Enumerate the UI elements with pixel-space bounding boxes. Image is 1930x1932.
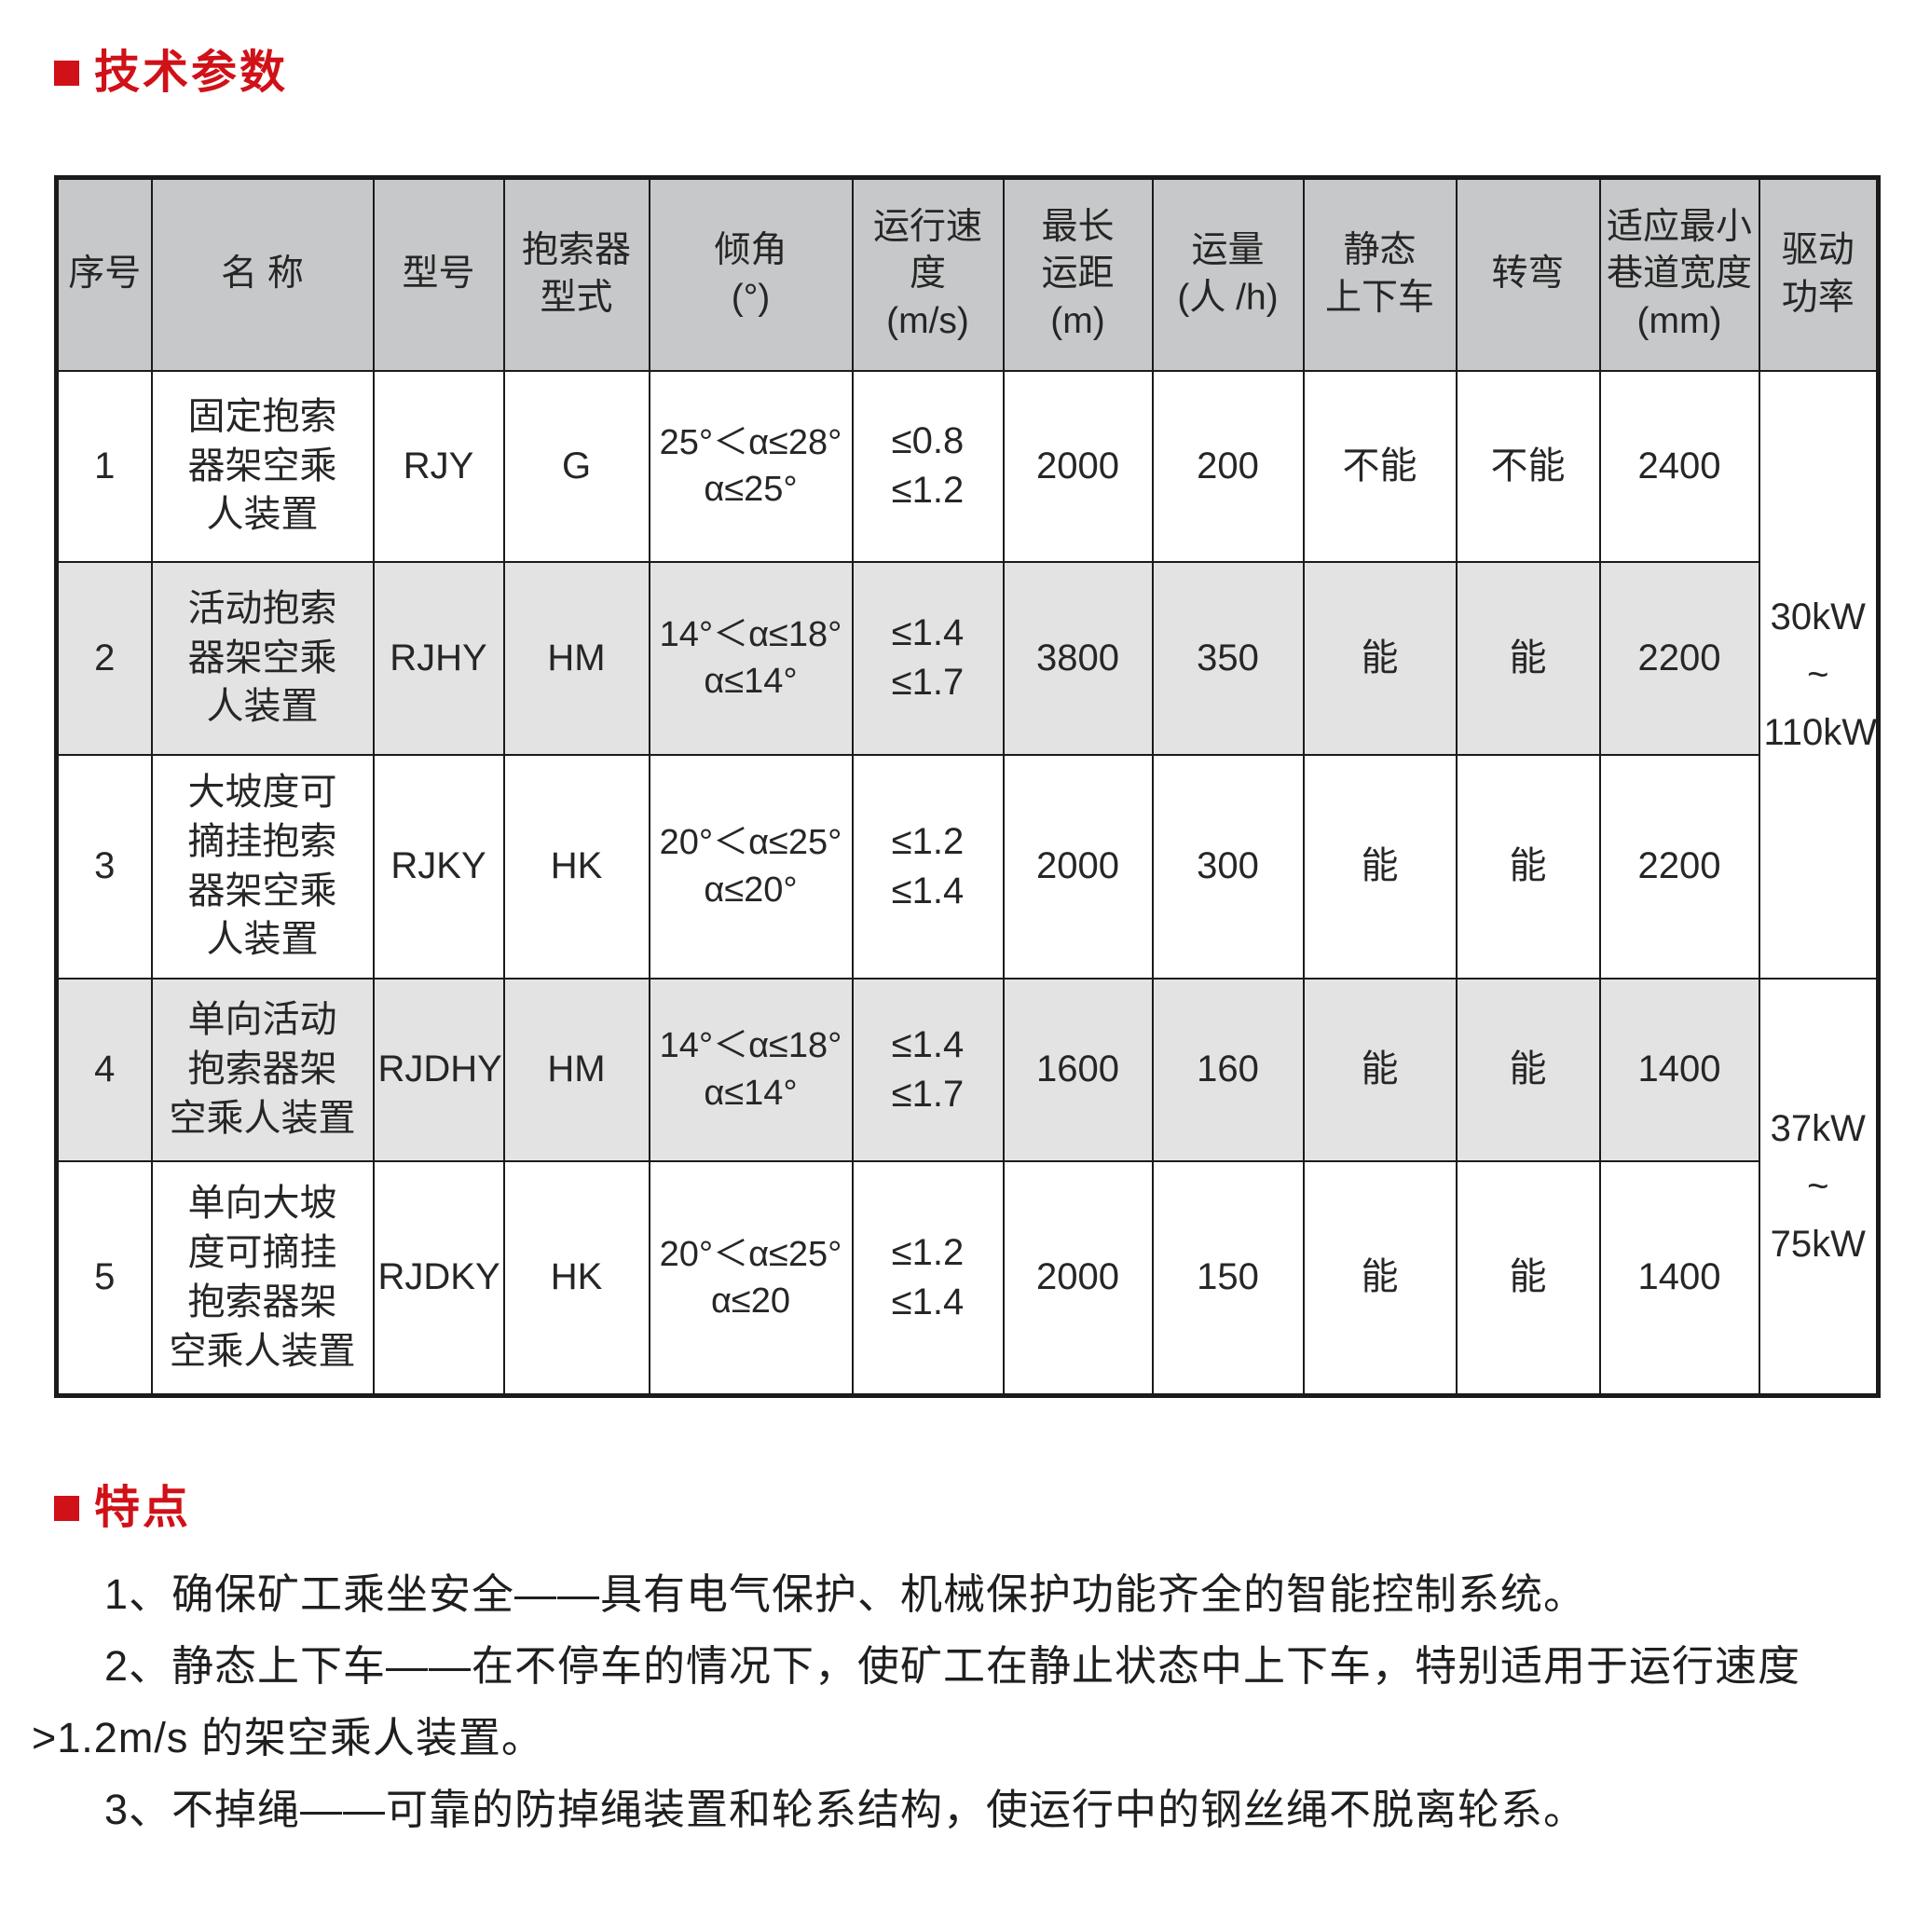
cell-seq: 3 xyxy=(55,753,153,980)
cell-speed: ≤0.8 ≤1.2 xyxy=(851,369,1005,563)
cell-static-boarding: 能 xyxy=(1302,977,1458,1162)
table-row-5: 5 单向大坡 度可摘挂 抱索器架 空乘人装置 RJDKY HK 20°＜α≤25… xyxy=(55,1159,1879,1397)
cell-gripper-type: HM xyxy=(502,977,650,1162)
cell-roadway-width: 1400 xyxy=(1598,977,1760,1162)
cell-seq: 5 xyxy=(55,1159,153,1397)
cell-gripper-type: HK xyxy=(502,1159,650,1397)
cell-seq: 1 xyxy=(55,369,153,563)
cell-speed: ≤1.2 ≤1.4 xyxy=(851,753,1005,980)
cell-name: 大坡度可 摘挂抱索 器架空乘 人装置 xyxy=(150,753,375,980)
features-heading: 特点 xyxy=(54,1484,1876,1532)
feature-line-2: 2、静态上下车——在不停车的情况下，使矿工在静止状态中上下车，特别适用于运行速度 xyxy=(104,1642,1801,1690)
cell-speed: ≤1.2 ≤1.4 xyxy=(851,1159,1005,1397)
cell-name: 单向大坡 度可摘挂 抱索器架 空乘人装置 xyxy=(150,1159,375,1397)
features-title: 特点 xyxy=(94,1483,192,1533)
cell-roadway-width: 2400 xyxy=(1598,369,1760,563)
tech-params-table: 序号 名 称 型号 抱索器 型式 倾角 (°) 运行速度 (m/s) 最长 运距… xyxy=(54,175,1881,1398)
cell-turning: 能 xyxy=(1455,560,1601,756)
cell-distance: 1600 xyxy=(1002,977,1154,1162)
cell-static-boarding: 能 xyxy=(1302,753,1458,980)
red-square-bullet xyxy=(54,60,79,86)
cell-model: RJHY xyxy=(372,560,505,756)
cell-name: 固定抱索 器架空乘 人装置 xyxy=(150,369,375,563)
cell-gripper-type: HM xyxy=(502,560,650,756)
cell-capacity: 160 xyxy=(1151,977,1305,1162)
table-row-4: 4 单向活动 抱索器架 空乘人装置 RJDHY HM 14°＜α≤18° α≤1… xyxy=(55,977,1880,1397)
column-header-name: 名 称 xyxy=(150,176,375,372)
cell-seq: 2 xyxy=(55,560,153,756)
red-square-bullet xyxy=(54,1495,79,1521)
cell-angle: 14°＜α≤18° α≤14° xyxy=(648,560,854,756)
feature-line-1: 1、确保矿工乘坐安全——具有电气保护、机械保护功能齐全的智能控制系统。 xyxy=(104,1570,1587,1618)
cell-angle: 25°＜α≤28° α≤25° xyxy=(648,369,854,563)
cell-angle: 20°＜α≤25° α≤20° xyxy=(648,753,854,980)
cell-capacity: 200 xyxy=(1151,369,1305,563)
table-row-1: 1 固定抱索 器架空乘 人装置 RJY G 25°＜α≤28° α≤25° ≤0… xyxy=(55,369,1880,980)
column-header-model: 型号 xyxy=(372,176,505,372)
table-row-2: 2 活动抱索 器架空乘 人装置 RJHY HM 14°＜α≤18° α≤14° … xyxy=(55,560,1879,756)
column-header-distance: 最长 运距 (m) xyxy=(1002,176,1154,372)
cell-gripper-type: HK xyxy=(502,753,650,980)
cell-gripper-type: G xyxy=(502,369,650,563)
cell-drive-power-group-1: 30kW ~ 110kW xyxy=(1758,369,1880,980)
tech-params-heading: 技术参数 xyxy=(54,48,1876,97)
cell-static-boarding: 不能 xyxy=(1302,369,1458,563)
cell-roadway-width: 1400 xyxy=(1598,1159,1760,1397)
cell-turning: 不能 xyxy=(1455,369,1601,563)
cell-capacity: 350 xyxy=(1151,560,1305,756)
cell-angle: 20°＜α≤25° α≤20 xyxy=(648,1159,854,1397)
cell-capacity: 300 xyxy=(1151,753,1305,980)
cell-model: RJY xyxy=(372,369,505,563)
cell-roadway-width: 2200 xyxy=(1598,560,1760,756)
cell-model: RJDHY xyxy=(372,977,505,1162)
cell-roadway-width: 2200 xyxy=(1598,753,1760,980)
cell-model: RJKY xyxy=(372,753,505,980)
features-list: 1、确保矿工乘坐安全——具有电气保护、机械保护功能齐全的智能控制系统。 2、静态… xyxy=(32,1558,1905,1845)
cell-capacity: 150 xyxy=(1151,1159,1305,1397)
column-header-speed: 运行速度 (m/s) xyxy=(851,176,1005,372)
column-header-drive-power: 驱动 功率 xyxy=(1758,176,1880,372)
column-header-seq: 序号 xyxy=(55,176,153,372)
cell-model: RJDKY xyxy=(372,1159,505,1397)
cell-turning: 能 xyxy=(1455,753,1601,980)
cell-distance: 2000 xyxy=(1002,753,1154,980)
cell-seq: 4 xyxy=(55,977,153,1162)
cell-static-boarding: 能 xyxy=(1302,1159,1458,1397)
table-row-3: 3 大坡度可 摘挂抱索 器架空乘 人装置 RJKY HK 20°＜α≤25° α… xyxy=(55,753,1879,980)
cell-static-boarding: 能 xyxy=(1302,560,1458,756)
column-header-angle: 倾角 (°) xyxy=(648,176,854,372)
cell-speed: ≤1.4 ≤1.7 xyxy=(851,560,1005,756)
column-header-roadway-width: 适应最小 巷道宽度 (mm) xyxy=(1598,176,1760,372)
feature-line-3: 3、不掉绳——可靠的防掉绳装置和轮系结构，使运行中的钢丝绳不脱离轮系。 xyxy=(104,1786,1587,1833)
cell-drive-power-group-2: 37kW ~ 75kW xyxy=(1758,977,1880,1397)
cell-distance: 2000 xyxy=(1002,369,1154,563)
cell-distance: 2000 xyxy=(1002,1159,1154,1397)
feature-line-2-continued: >1.2m/s 的架空乘人装置。 xyxy=(32,1714,544,1761)
cell-name: 活动抱索 器架空乘 人装置 xyxy=(150,560,375,756)
cell-angle: 14°＜α≤18° α≤14° xyxy=(648,977,854,1162)
tech-params-title: 技术参数 xyxy=(94,48,289,98)
column-header-turning: 转弯 xyxy=(1455,176,1601,372)
header-row: 序号 名 称 型号 抱索器 型式 倾角 (°) 运行速度 (m/s) 最长 运距… xyxy=(55,176,1880,372)
column-header-static-boarding: 静态 上下车 xyxy=(1302,176,1458,372)
cell-name: 单向活动 抱索器架 空乘人装置 xyxy=(150,977,375,1162)
column-header-capacity: 运量 (人 /h) xyxy=(1151,176,1305,372)
cell-turning: 能 xyxy=(1455,977,1601,1162)
cell-speed: ≤1.4 ≤1.7 xyxy=(851,977,1005,1162)
column-header-gripper-type: 抱索器 型式 xyxy=(502,176,650,372)
cell-distance: 3800 xyxy=(1002,560,1154,756)
cell-turning: 能 xyxy=(1455,1159,1601,1397)
